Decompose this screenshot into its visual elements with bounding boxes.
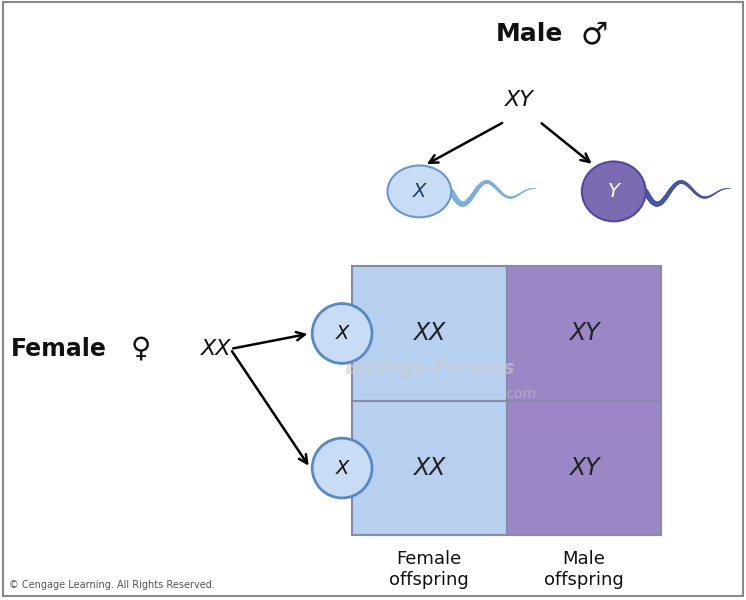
Ellipse shape: [387, 166, 451, 217]
Bar: [507, 266, 661, 401]
Text: XX: XX: [413, 322, 445, 346]
Text: ♂: ♂: [580, 20, 608, 49]
Text: X: X: [413, 182, 426, 201]
Text: Biology-Forums: Biology-Forums: [345, 359, 515, 379]
Text: XX: XX: [201, 339, 231, 359]
Text: X: X: [336, 324, 349, 343]
Text: XY: XY: [505, 90, 534, 110]
Bar: [507, 401, 661, 535]
Text: XY: XY: [568, 322, 599, 346]
Text: Male
offspring: Male offspring: [544, 550, 624, 589]
Text: XY: XY: [568, 456, 599, 480]
Ellipse shape: [582, 161, 645, 221]
Text: X: X: [336, 458, 349, 478]
Text: Female
offspring: Female offspring: [389, 550, 469, 589]
Text: Male: Male: [496, 22, 563, 46]
Bar: [352, 401, 507, 535]
Text: .com: .com: [503, 387, 536, 401]
Text: XX: XX: [413, 456, 445, 480]
Circle shape: [312, 438, 372, 498]
Text: ♀: ♀: [131, 335, 151, 363]
Circle shape: [312, 304, 372, 364]
Text: Y: Y: [608, 182, 620, 201]
Text: © Cengage Learning. All Rights Reserved.: © Cengage Learning. All Rights Reserved.: [9, 580, 215, 590]
Text: Female: Female: [11, 337, 107, 361]
Bar: [352, 266, 507, 401]
